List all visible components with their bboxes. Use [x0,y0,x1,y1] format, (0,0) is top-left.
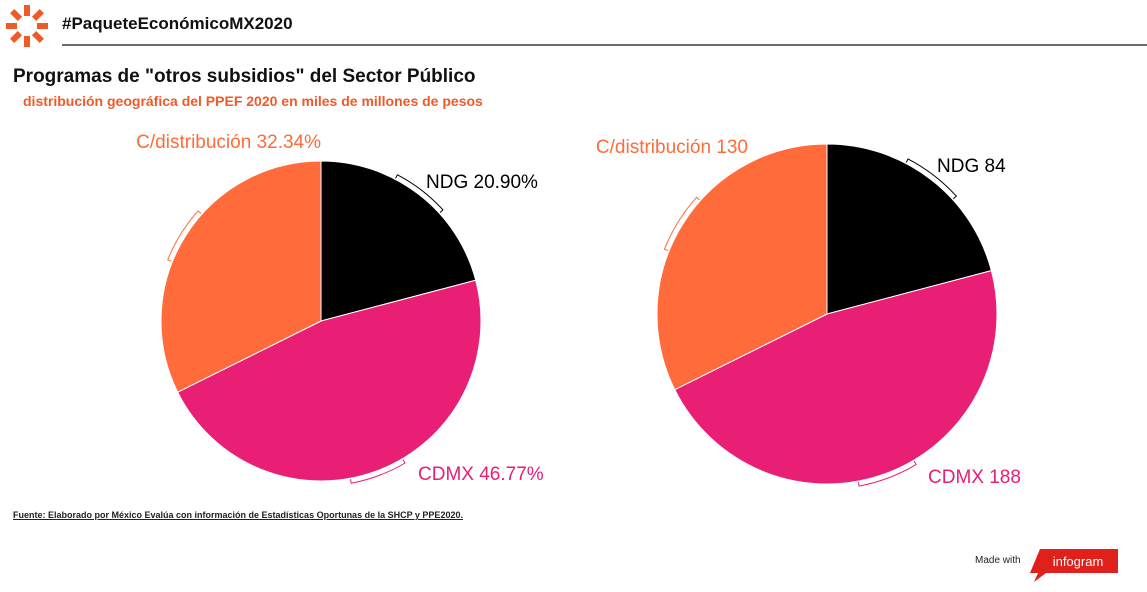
pie-slice-ndg[interactable] [826,143,992,315]
slice-leader-bracket [350,459,406,484]
hashtag-title: #PaqueteEconómicoMX2020 [62,14,293,33]
pie-slice-cdistribucin[interactable] [656,143,828,391]
infogram-label: infogram [1053,554,1104,569]
slice-data-label: C/distribución 32.34% [136,132,321,153]
slice-leader-bracket [395,174,444,213]
pie-slice-cdistribucin[interactable] [160,160,322,393]
source-note[interactable]: Fuente: Elaborado por México Evalúa con … [13,510,463,520]
made-with-label: Made with [975,555,1021,566]
header-divider [62,44,1147,46]
slice-leader-bracket [857,460,917,487]
slice-data-label: CDMX 188 [928,467,1021,488]
infogram-logo[interactable]: infogram [1030,549,1118,583]
mexico-evalua-logo-icon [6,5,48,47]
pie-slice-ndg[interactable] [320,160,477,322]
pie-charts: NDG 20.90% CDMX 46.77% C/distribución 32.3… [136,132,1021,488]
slice-data-label: NDG 84 [937,156,1006,177]
chart-title: Programas de "otros subsidios" del Secto… [13,66,476,87]
slice-leader-bracket [905,158,958,200]
slice-data-label: CDMX 46.77% [418,464,544,485]
header: #PaqueteEconómicoMX2020 [0,0,1147,48]
slice-leader-bracket [663,196,700,252]
infogram-badge [1030,549,1118,582]
chart-subtitle: distribución geográfica del PPEF 2020 en… [23,93,483,109]
pie-slice-cdmx[interactable] [177,279,482,482]
pie-slice-cdmx[interactable] [674,270,998,485]
slice-data-label: C/distribución 130 [596,137,748,158]
slice-leader-bracket [167,210,202,262]
slice-data-label: NDG 20.90% [426,172,538,193]
